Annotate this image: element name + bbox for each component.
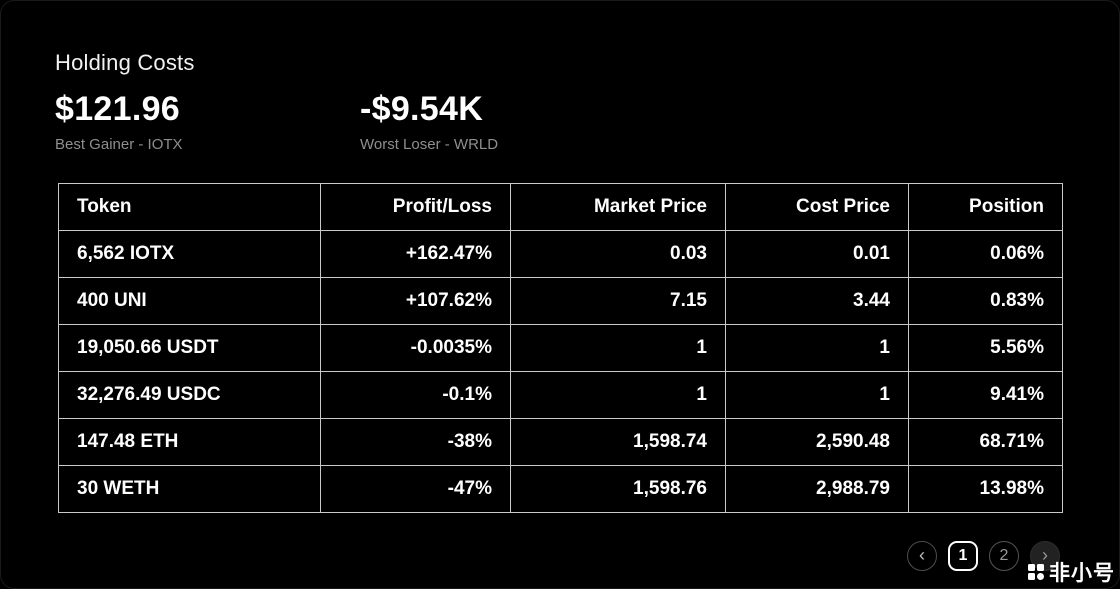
- page-button-1[interactable]: 1: [948, 541, 978, 571]
- cell-token: 400 UNI: [58, 277, 321, 325]
- worst-loser-label: Worst Loser - WRLD: [360, 136, 499, 153]
- column-header-market-price: Market Price: [510, 183, 726, 231]
- column-header-token: Token: [58, 183, 321, 231]
- cell-profit-loss: +107.62%: [320, 277, 511, 325]
- column-header-profit-loss: Profit/Loss: [320, 183, 511, 231]
- cell-position: 9.41%: [908, 371, 1063, 419]
- page-title: Holding Costs: [55, 50, 195, 75]
- best-gainer-stat: $121.96 Best Gainer - IOTX: [55, 90, 360, 153]
- worst-loser-value: -$9.54K: [360, 90, 484, 128]
- cell-cost-price: 1: [725, 324, 909, 372]
- prev-page-button[interactable]: ‹: [907, 541, 937, 571]
- watermark: 非小号: [1027, 557, 1115, 587]
- cell-cost-price: 2,988.79: [725, 465, 909, 513]
- page-button-2[interactable]: 2: [989, 541, 1019, 571]
- best-gainer-label: Best Gainer - IOTX: [55, 136, 183, 153]
- cell-position: 0.83%: [908, 277, 1063, 325]
- worst-loser-stat: -$9.54K Worst Loser - WRLD: [360, 90, 665, 153]
- cell-token: 30 WETH: [58, 465, 321, 513]
- column-header-position: Position: [908, 183, 1063, 231]
- cell-position: 5.56%: [908, 324, 1063, 372]
- watermark-logo-icon: [1027, 563, 1045, 581]
- cell-market-price: 1: [510, 371, 726, 419]
- table-row: 400 UNI +107.62% 7.15 3.44 0.83%: [58, 277, 1063, 325]
- cell-token: 19,050.66 USDT: [58, 324, 321, 372]
- cell-cost-price: 1: [725, 371, 909, 419]
- column-header-cost-price: Cost Price: [725, 183, 909, 231]
- header: Holding Costs $121.96 Best Gainer - IOTX…: [0, 0, 1120, 153]
- table-row: 32,276.49 USDC -0.1% 1 1 9.41%: [58, 371, 1063, 419]
- cell-profit-loss: -0.1%: [320, 371, 511, 419]
- table-header-row: Token Profit/Loss Market Price Cost Pric…: [58, 183, 1063, 231]
- chevron-right-icon: ›: [1042, 545, 1048, 565]
- cell-profit-loss: -0.0035%: [320, 324, 511, 372]
- cell-profit-loss: -38%: [320, 418, 511, 466]
- stats-row: $121.96 Best Gainer - IOTX -$9.54K Worst…: [55, 90, 1120, 153]
- cell-position: 68.71%: [908, 418, 1063, 466]
- cell-cost-price: 2,590.48: [725, 418, 909, 466]
- cell-position: 13.98%: [908, 465, 1063, 513]
- holdings-table: Token Profit/Loss Market Price Cost Pric…: [58, 183, 1063, 513]
- chevron-left-icon: ‹: [919, 545, 925, 565]
- cell-cost-price: 3.44: [725, 277, 909, 325]
- table-row: 30 WETH -47% 1,598.76 2,988.79 13.98%: [58, 465, 1063, 513]
- best-gainer-value: $121.96: [55, 90, 181, 128]
- table-row: 6,562 IOTX +162.47% 0.03 0.01 0.06%: [58, 230, 1063, 278]
- cell-token: 6,562 IOTX: [58, 230, 321, 278]
- cell-position: 0.06%: [908, 230, 1063, 278]
- cell-profit-loss: -47%: [320, 465, 511, 513]
- cell-token: 147.48 ETH: [58, 418, 321, 466]
- cell-market-price: 1,598.76: [510, 465, 726, 513]
- cell-market-price: 1: [510, 324, 726, 372]
- cell-token: 32,276.49 USDC: [58, 371, 321, 419]
- cell-cost-price: 0.01: [725, 230, 909, 278]
- pagination: ‹ 1 2 ›: [907, 541, 1060, 571]
- cell-market-price: 0.03: [510, 230, 726, 278]
- watermark-text: 非小号: [1049, 562, 1115, 585]
- table-row: 147.48 ETH -38% 1,598.74 2,590.48 68.71%: [58, 418, 1063, 466]
- cell-profit-loss: +162.47%: [320, 230, 511, 278]
- table-row: 19,050.66 USDT -0.0035% 1 1 5.56%: [58, 324, 1063, 372]
- cell-market-price: 7.15: [510, 277, 726, 325]
- cell-market-price: 1,598.74: [510, 418, 726, 466]
